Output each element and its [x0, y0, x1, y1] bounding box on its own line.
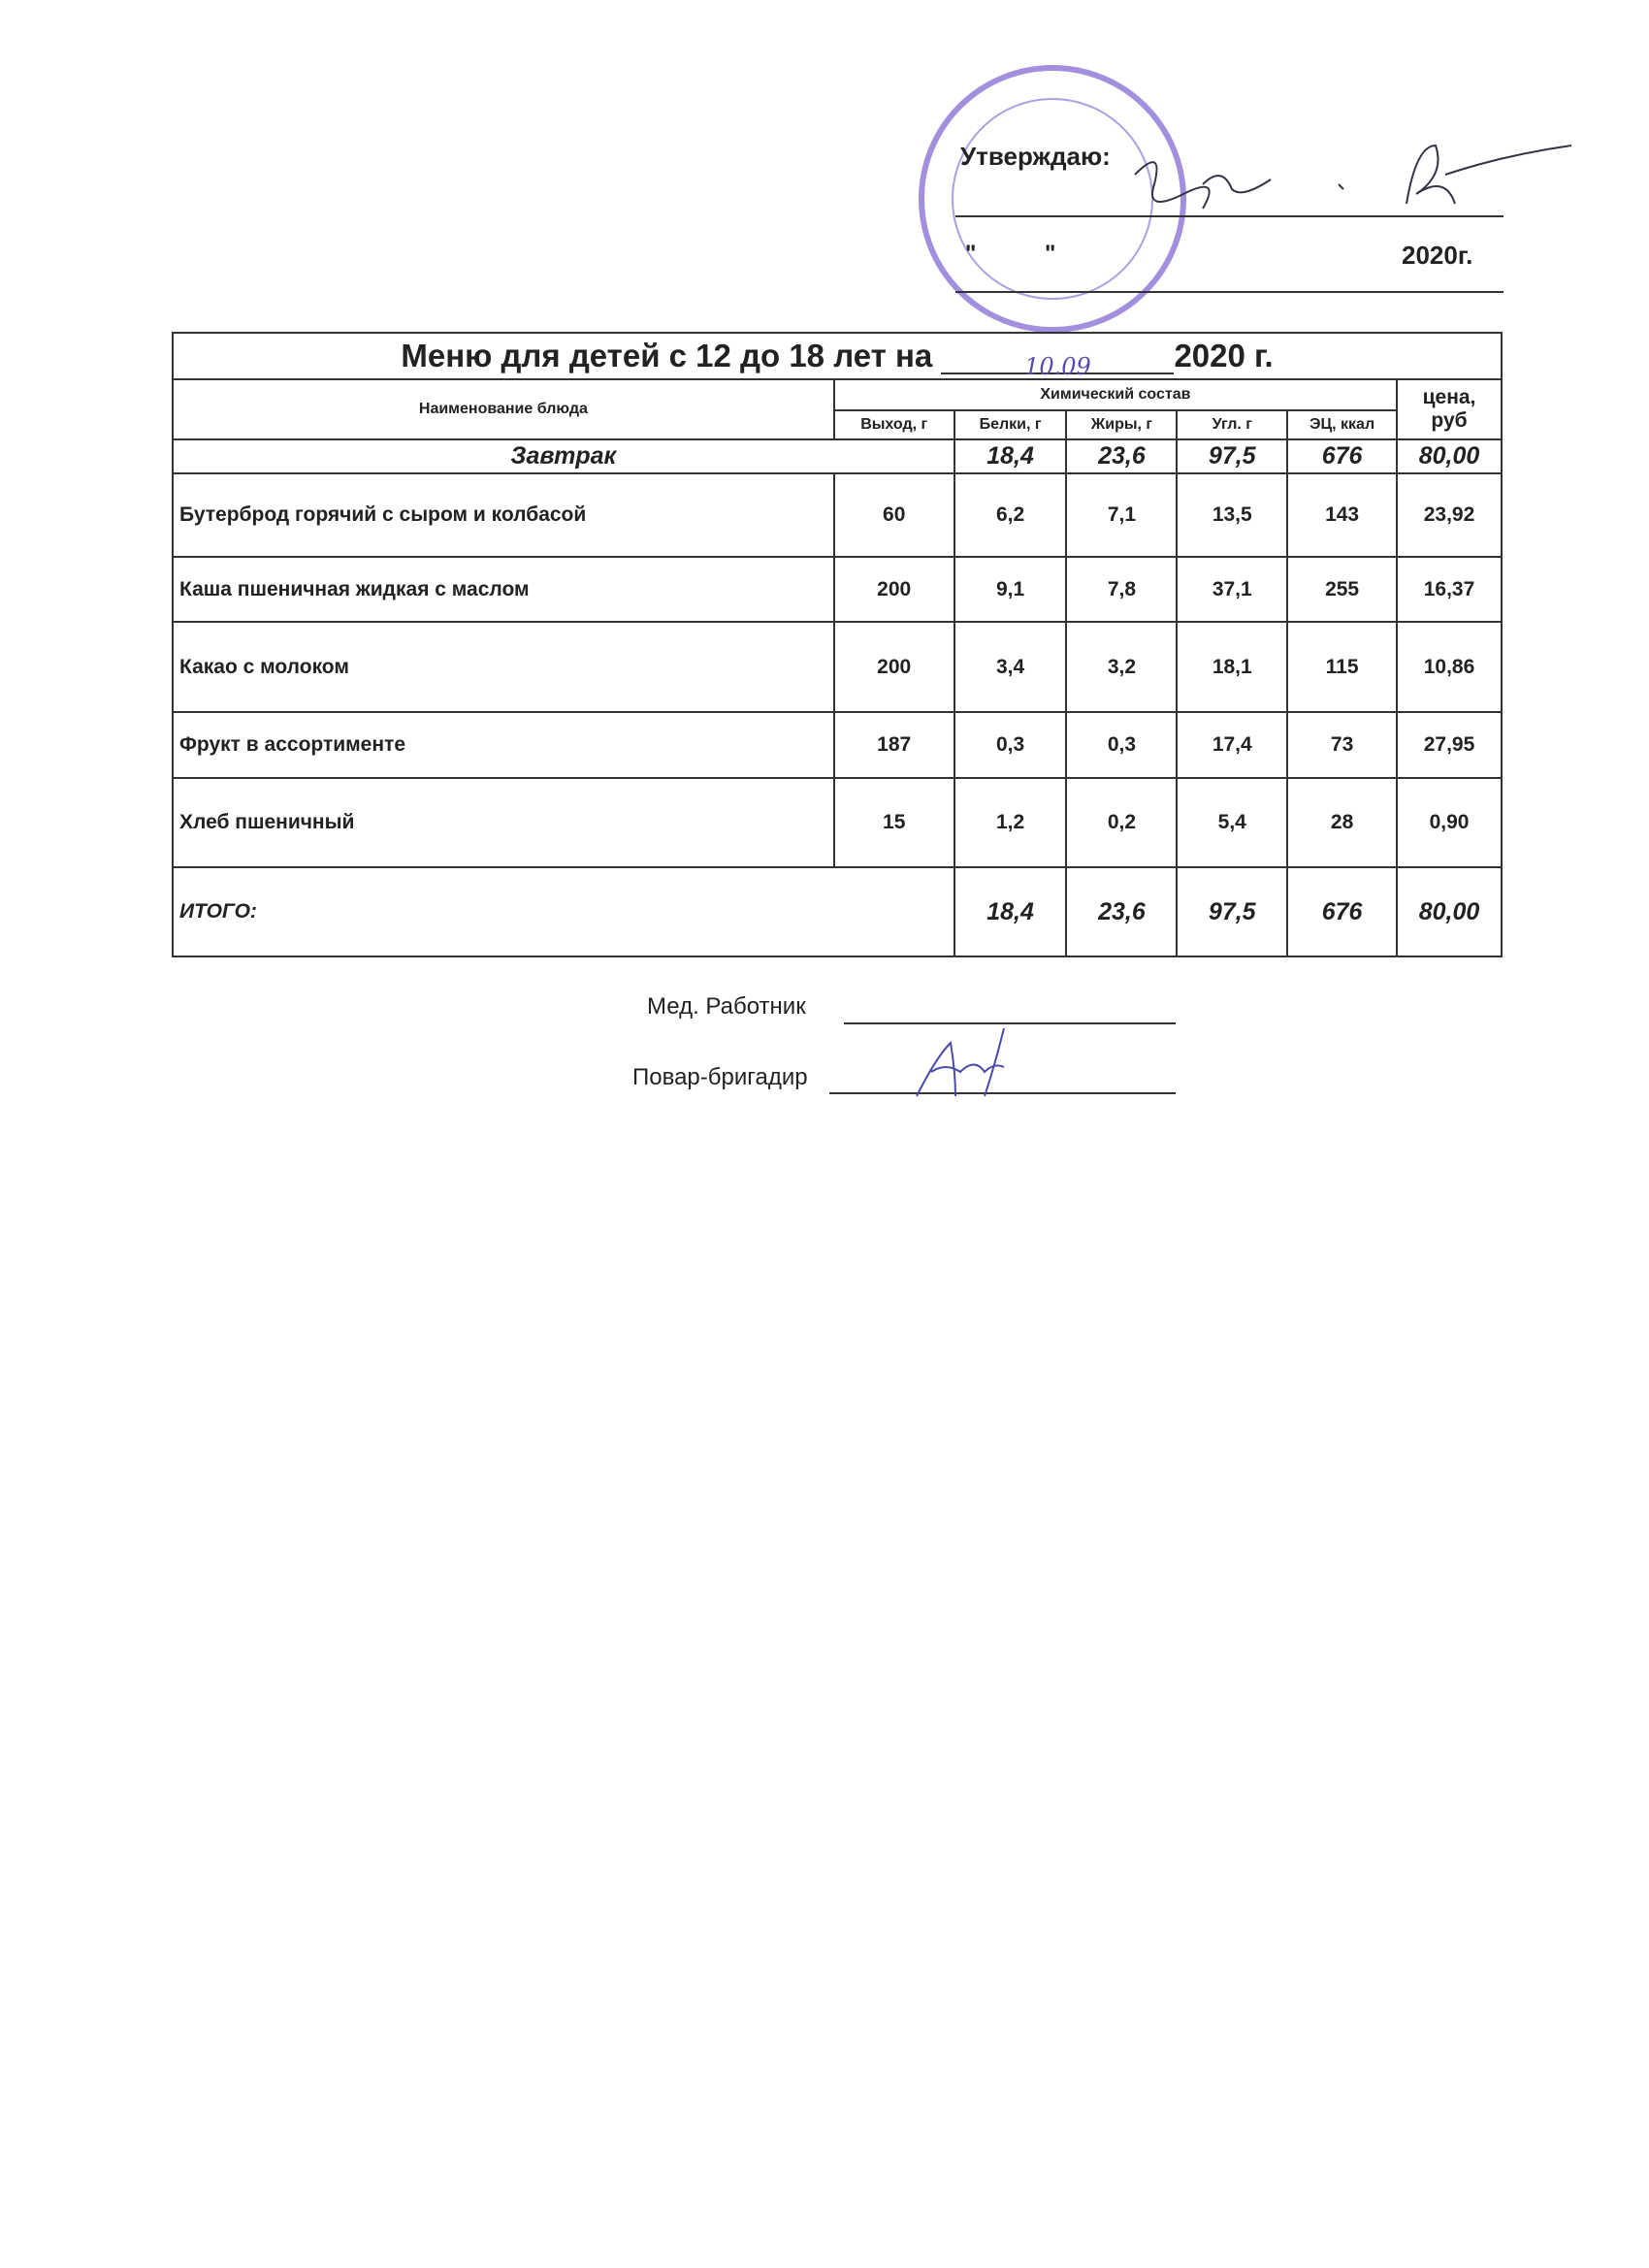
menu-table: Меню для детей с 12 до 18 лет на 10.09 20…: [172, 332, 1503, 957]
school-stamp: [919, 65, 1186, 333]
cook-label: Повар-бригадир: [632, 1064, 808, 1090]
dish-name: Какао с молоком: [172, 621, 835, 713]
date-field: 10.09: [941, 345, 1175, 380]
approval-label: Утверждаю:: [960, 142, 1111, 171]
cell: 23,6: [1065, 438, 1179, 474]
dish-name: Бутерброд горячий с сыром и колбасой: [172, 472, 835, 558]
cell: 97,5: [1176, 866, 1289, 957]
cell: 0,3: [953, 711, 1068, 779]
table-row: Фрукт в ассортименте 187 0,3 0,3 17,4 73 27,95: [172, 711, 1503, 779]
cell: 187: [832, 711, 955, 779]
header-col: Жиры, г: [1065, 409, 1179, 440]
table-row: Бутерброд горячий с сыром и колбасой 60 6,…: [172, 472, 1503, 558]
cell: 7,8: [1065, 556, 1179, 623]
cell: 1,2: [953, 777, 1068, 868]
header-col: Белки, г: [953, 409, 1068, 440]
table-row: Хлеб пшеничный 15 1,2 0,2 5,4 28 0,90: [172, 777, 1503, 868]
med-worker-label: Мед. Работник: [647, 993, 806, 1020]
total-label: ИТОГО:: [172, 866, 955, 957]
cell: 115: [1286, 621, 1399, 713]
dish-name: Каша пшеничная жидкая с маслом: [172, 556, 835, 623]
cell: 7,1: [1065, 472, 1179, 558]
date-quotes: " ": [965, 241, 1087, 267]
cell: 28: [1286, 777, 1399, 868]
header-chem: Химический состав: [832, 378, 1399, 411]
cell: 80,00: [1396, 866, 1503, 957]
table-row: Какао с молоком 200 3,4 3,2 18,1 115 10,86: [172, 621, 1503, 713]
cell: 97,5: [1176, 438, 1289, 474]
cell: 18,1: [1176, 621, 1289, 713]
section-label: Завтрак: [172, 438, 955, 474]
cell: 3,4: [953, 621, 1068, 713]
cell: 676: [1286, 866, 1399, 957]
cell: 676: [1286, 438, 1399, 474]
cell: 13,5: [1176, 472, 1289, 558]
cell: 16,37: [1396, 556, 1503, 623]
cell: 0,90: [1396, 777, 1503, 868]
table-row: Каша пшеничная жидкая с маслом 200 9,1 7,8 3…: [172, 556, 1503, 623]
cell: 37,1: [1176, 556, 1289, 623]
cell: 73: [1286, 711, 1399, 779]
cell: 18,4: [953, 438, 1068, 474]
header-col: Выход, г: [832, 409, 955, 440]
cell: 9,1: [953, 556, 1068, 623]
cell: 27,95: [1396, 711, 1503, 779]
header-col: Угл. г: [1176, 409, 1289, 440]
cell: 15: [832, 777, 955, 868]
header-price: цена, руб: [1396, 378, 1503, 440]
section-row: Завтрак 18,4 23,6 97,5 676 80,00: [172, 438, 1503, 474]
cell: 18,4: [953, 866, 1068, 957]
cell: 5,4: [1176, 777, 1289, 868]
director-signature: [1134, 144, 1571, 210]
cook-signature: [916, 1028, 1005, 1097]
dish-name: Фрукт в ассортименте: [172, 711, 835, 779]
header-dish: Наименование блюда: [172, 378, 835, 440]
cell: 6,2: [953, 472, 1068, 558]
cell: 17,4: [1176, 711, 1289, 779]
total-row: ИТОГО: 18,4 23,6 97,5 676 80,00: [172, 866, 1503, 957]
header-col: ЭЦ, ккал: [1286, 409, 1399, 440]
cell: 200: [832, 556, 955, 623]
cell: 23,92: [1396, 472, 1503, 558]
cell: 3,2: [1065, 621, 1179, 713]
menu-title: Меню для детей с 12 до 18 лет на 10.09 20…: [172, 332, 1503, 380]
cell: 80,00: [1396, 438, 1503, 474]
cell: 143: [1286, 472, 1399, 558]
cell: 0,3: [1065, 711, 1179, 779]
cell: 0,2: [1065, 777, 1179, 868]
cell: 60: [832, 472, 955, 558]
cell: 255: [1286, 556, 1399, 623]
approval-year: 2020г.: [1402, 241, 1473, 270]
dish-name: Хлеб пшеничный: [172, 777, 835, 868]
cell: 10,86: [1396, 621, 1503, 713]
cell: 200: [832, 621, 955, 713]
cell: 23,6: [1065, 866, 1179, 957]
